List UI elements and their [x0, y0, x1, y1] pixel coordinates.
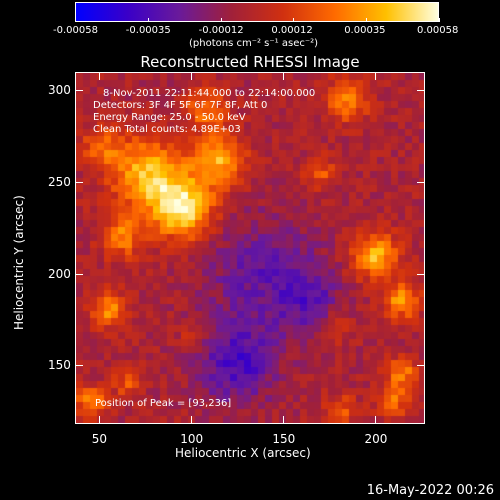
colorbar-tick: [439, 18, 440, 22]
y-axis-tick: [76, 273, 83, 275]
x-axis-tick-label: 100: [180, 432, 204, 446]
annotation-clean: Clean Total counts: 4.89E+03: [93, 124, 241, 135]
colorbar-tick-label: 0.00058: [417, 25, 459, 36]
y-axis-tick: [76, 182, 83, 183]
x-axis-tick: [375, 416, 377, 423]
colorbar-tick: [366, 18, 368, 22]
x-axis-tick: [191, 73, 193, 80]
x-axis-tick: [191, 416, 193, 423]
colorbar-tick: [75, 18, 76, 22]
chart-title: Reconstructed RHESSI Image: [140, 53, 360, 71]
y-axis-tick: [76, 365, 83, 367]
y-axis-tick-label: 150: [48, 358, 71, 373]
plot-area: [75, 72, 425, 424]
y-axis-tick-label: 200: [48, 266, 71, 281]
x-axis-tick: [98, 416, 100, 423]
colorbar-tick-label: 0.00012: [271, 25, 313, 36]
annotation-peak: Position of Peak = [93,236]: [95, 398, 232, 409]
colorbar-tick-label: -0.00035: [125, 25, 171, 36]
x-axis-tick: [98, 73, 100, 80]
annotation-detectors: Detectors: 3F 4F 5F 6F 7F 8F, Att 0: [93, 100, 268, 111]
colorbar-tick: [220, 18, 222, 22]
y-axis-tick: [76, 90, 83, 92]
y-axis-tick: [417, 182, 424, 183]
y-axis-tick: [417, 365, 424, 367]
x-axis-tick-label: 200: [364, 432, 388, 446]
colorbar: [75, 2, 439, 22]
y-axis-tick-label: 300: [48, 83, 71, 98]
y-axis-tick: [417, 90, 424, 92]
x-axis-label: Heliocentric X (arcsec): [175, 446, 311, 460]
colorbar-tick-label: -0.00012: [198, 25, 244, 36]
colorbar-tick: [293, 18, 295, 22]
x-axis-tick: [283, 73, 285, 80]
y-axis-label: Heliocentric Y (arcsec): [12, 195, 26, 330]
heatmap-image: [76, 73, 424, 423]
x-axis-tick: [375, 73, 377, 80]
colorbar-tick: [147, 18, 149, 22]
colorbar-unit: (photons cm⁻² s⁻¹ asec⁻²): [189, 38, 319, 49]
colorbar-tick-label: -0.00058: [53, 25, 98, 36]
annotation-time: 8-Nov-2011 22:11:44.000 to 22:14:00.000: [103, 88, 316, 99]
y-axis-tick-label: 250: [48, 175, 71, 189]
annotation-energy: Energy Range: 25.0 - 50.0 keV: [93, 112, 246, 123]
timestamp: 16-May-2022 00:26: [366, 483, 494, 498]
colorbar-tick-label: 0.00035: [344, 25, 386, 36]
y-axis-tick: [417, 273, 424, 275]
x-axis-tick-label: 150: [272, 432, 296, 446]
x-axis-tick: [283, 416, 285, 423]
x-axis-tick-label: 50: [91, 432, 108, 446]
